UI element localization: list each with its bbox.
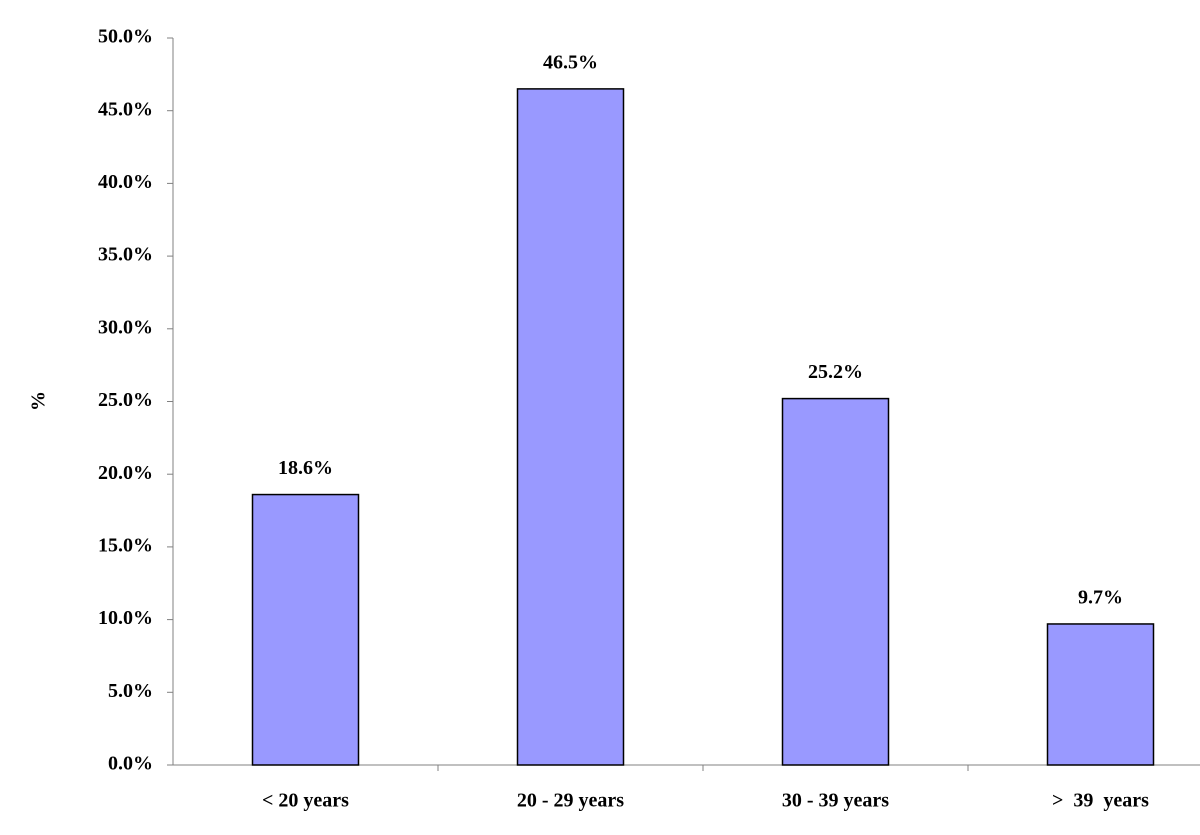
y-tick-label: 40.0% <box>98 171 153 193</box>
bar <box>516 88 625 766</box>
x-tick-label: 20 - 29 years <box>517 790 624 812</box>
bar <box>1046 623 1155 766</box>
bar <box>251 493 360 766</box>
x-tick-label: 30 - 39 years <box>782 790 889 812</box>
value-label: 9.7% <box>1078 587 1123 609</box>
y-tick-label: 45.0% <box>98 98 153 120</box>
y-tick-label: 5.0% <box>108 680 153 702</box>
y-tick-label: 50.0% <box>98 26 153 48</box>
y-tick-label: 0.0% <box>108 753 153 775</box>
x-tick-label: > 39 years <box>1052 790 1149 812</box>
y-tick-label: 10.0% <box>98 607 153 629</box>
y-tick-label: 30.0% <box>98 316 153 338</box>
y-axis-label: % <box>28 391 50 411</box>
y-tick-label: 35.0% <box>98 244 153 266</box>
y-tick-label: 15.0% <box>98 534 153 556</box>
value-label: 18.6% <box>278 457 333 479</box>
value-label: 46.5% <box>543 51 598 73</box>
x-tick-label: < 20 years <box>262 790 349 812</box>
value-label: 25.2% <box>808 361 863 383</box>
y-tick-label: 25.0% <box>98 389 153 411</box>
y-tick-label: 20.0% <box>98 462 153 484</box>
bar <box>781 397 890 766</box>
